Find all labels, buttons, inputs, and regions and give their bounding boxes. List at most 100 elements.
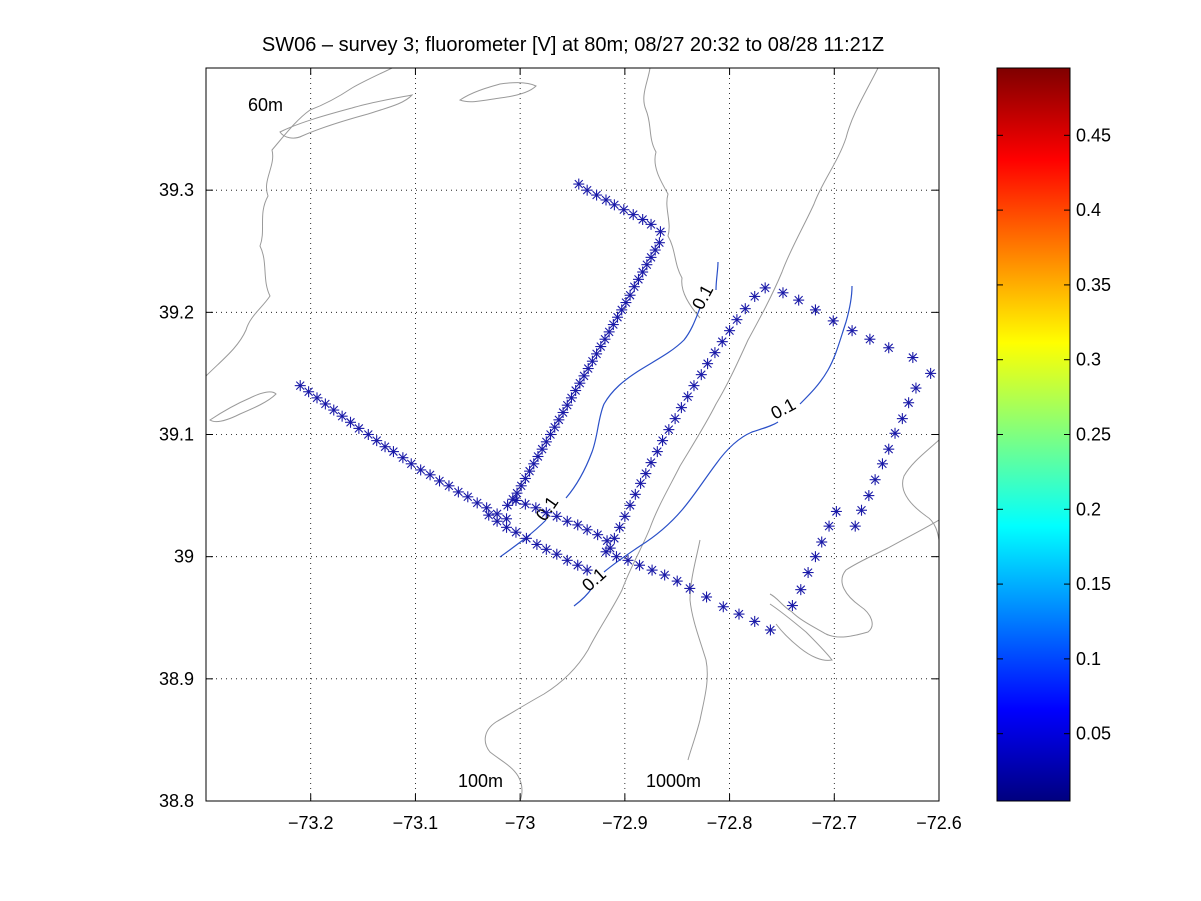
data-point [739,303,751,315]
data-point [520,532,532,544]
depth-label-100m: 100m [458,771,503,791]
data-point [695,369,707,381]
data-point [319,398,331,410]
data-point [415,464,427,476]
data-point [511,487,523,499]
depth-label-1000m: 1000m [646,771,701,791]
data-point [608,199,620,211]
data-point [502,499,514,511]
data-point [830,505,842,517]
data-point [876,458,888,470]
data-point [883,342,895,354]
data-point [510,526,522,538]
data-point [669,413,681,425]
data-point [303,386,315,398]
data-point [657,435,669,447]
bathymetry-contours [206,68,939,801]
x-tick-label: −72.7 [812,813,858,833]
data-point [910,382,922,394]
data-point [846,325,858,337]
data-point [481,502,493,514]
data-point [809,551,821,563]
data-point [336,410,348,422]
bathy-contour-canyon2 [769,603,833,661]
data-point [561,554,573,566]
data-point [777,287,789,299]
data-point [424,469,436,481]
bathy-contour-60m-island [279,94,414,139]
x-tick-label: −72.8 [707,813,753,833]
data-point [405,458,417,470]
data-point [896,413,908,425]
data-point [702,358,714,370]
data-point [731,314,743,326]
data-point [709,347,721,359]
data-point [294,380,306,392]
data-point [530,502,542,514]
data-point [701,591,713,603]
data-point [802,567,814,579]
data-point [612,311,624,323]
data-point [618,204,630,216]
data-point [637,213,649,225]
data-point [608,532,620,544]
data-point [371,435,383,447]
data-point [610,551,622,563]
data-point [572,519,584,531]
data-point [624,499,636,511]
data-point [925,367,937,379]
data-point [688,380,700,392]
data-point [649,244,661,256]
colorbar-tick-label: 0.25 [1076,425,1111,445]
data-point [553,414,565,426]
data-point [903,397,915,409]
data-point [682,391,694,403]
data-point [628,281,640,293]
bathy-contour-100m [643,68,701,319]
data-point [561,515,573,527]
data-point [483,509,495,521]
data-point [640,468,652,480]
colorbar: 0.05 0.1 0.15 0.2 0.25 0.3 0.35 0.4 0.45 [996,67,1111,802]
data-point [663,424,675,436]
colorbar-tick-label: 0.4 [1076,200,1101,220]
data-point [651,446,663,458]
station-markers [294,178,937,636]
data-point [604,542,616,554]
y-tick-label: 39.1 [159,425,194,445]
data-point [519,498,531,510]
data-point [510,494,522,506]
data-point [379,441,391,453]
data-point [907,352,919,364]
x-axis-ticks: −73.2 −73.1 −73 −72.9 −72.8 −72.7 −72.6 [288,68,962,833]
bathy-contour-1000m [484,68,879,801]
data-point [717,601,729,613]
bathy-contour-60m-island3 [209,391,277,423]
data-point [869,474,881,486]
data-point [462,491,474,503]
data-point [581,564,593,576]
y-tick-label: 39 [174,547,194,567]
bathy-contour-60m [206,68,393,377]
bathy-contour-shelf [902,439,939,541]
data-point [573,178,585,190]
data-point [645,251,657,263]
bathy-contour-canyon [769,519,939,638]
data-point [592,529,604,541]
data-point [353,422,365,434]
colorbar-tick-label: 0.05 [1076,724,1111,744]
data-point [600,194,612,206]
x-tick-label: −72.6 [916,813,962,833]
data-point [311,392,323,404]
data-point [627,209,639,221]
fluor-contour-b [573,285,853,607]
data-point [883,443,895,455]
data-point [786,600,798,612]
data-point [645,218,657,230]
data-point [471,497,483,509]
colorbar-ticks: 0.05 0.1 0.15 0.2 0.25 0.3 0.35 0.4 0.45 [997,125,1111,744]
bathy-contour-1000m-b [687,539,708,761]
data-point [540,543,552,555]
colorbar-gradient [996,67,1071,802]
